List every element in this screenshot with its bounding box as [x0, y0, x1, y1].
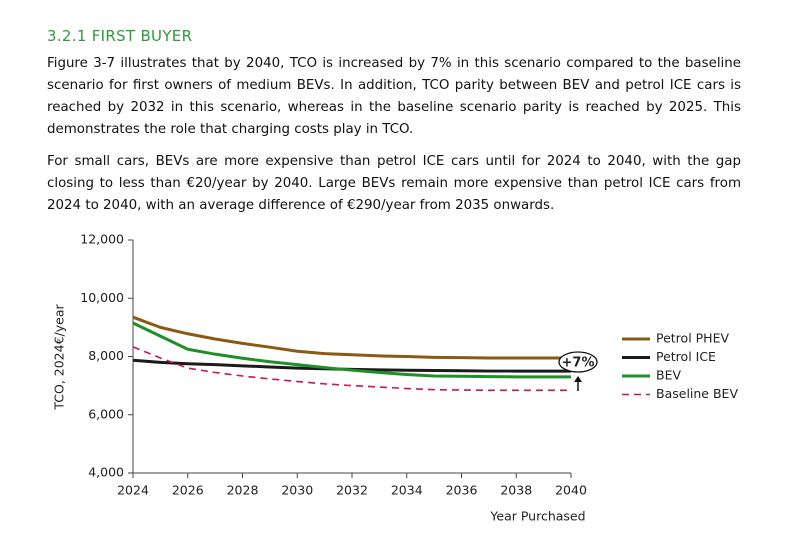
- legend-label: BEV: [656, 368, 681, 383]
- paragraph: For small cars, BEVs are more expensive …: [47, 154, 741, 213]
- y-tick-label: 10,000: [80, 290, 124, 305]
- section-heading: 3.2.1 FIRST BUYER: [47, 27, 193, 45]
- x-tick-label: 2026: [172, 483, 204, 498]
- y-tick-label: 8,000: [88, 348, 124, 363]
- legend-label: Baseline BEV: [656, 386, 738, 401]
- y-tick-label: 6,000: [88, 406, 124, 421]
- y-tick-label: 12,000: [80, 232, 124, 247]
- x-tick-label: 2036: [446, 483, 478, 498]
- annotation-arrowhead: [574, 376, 582, 382]
- x-tick-label: 2040: [555, 483, 587, 498]
- x-tick-label: 2032: [336, 483, 368, 498]
- paragraph: Figure 3-7 illustrates that by 2040, TCO…: [47, 56, 741, 137]
- legend-label: Petrol PHEV: [656, 331, 729, 346]
- series-line: [132, 321, 571, 379]
- annotation-oval: [558, 351, 598, 373]
- x-tick-label: 2030: [281, 483, 313, 498]
- series-line: [132, 346, 571, 392]
- y-axis-label: TCO, 2024€/year: [52, 304, 67, 411]
- x-tick-label: 2024: [117, 483, 149, 498]
- x-tick-label: 2038: [500, 483, 532, 498]
- legend-label: Petrol ICE: [656, 349, 716, 364]
- x-tick-label: 2034: [391, 483, 423, 498]
- x-tick-label: 2028: [227, 483, 259, 498]
- y-tick-label: 4,000: [88, 465, 124, 480]
- annotation: +7%: [562, 356, 595, 371]
- series-line: [132, 315, 571, 360]
- x-axis-label: Year Purchased: [489, 509, 585, 524]
